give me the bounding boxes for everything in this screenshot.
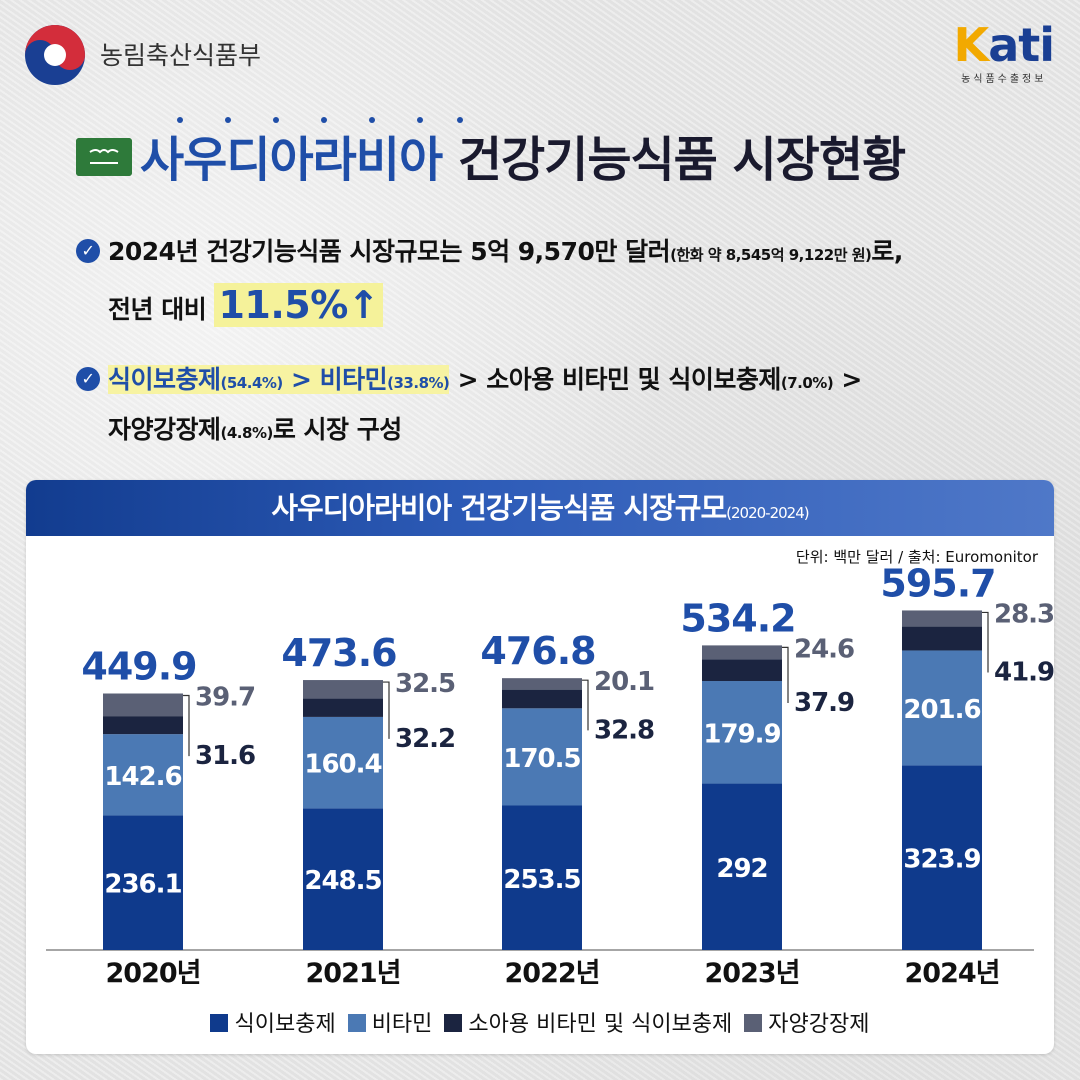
label-leader-line: [383, 681, 390, 739]
bar-label-2: 179.9: [703, 719, 780, 749]
legend-item: 비타민: [347, 1006, 433, 1038]
bullet-composition: ✓ 식이보충제(54.4%) > 비타민(33.8%) > 소아용 비타민 및 식…: [76, 360, 862, 396]
bar-label-1: 248.5: [304, 866, 381, 896]
bar-segment-1: [702, 783, 782, 950]
legend-swatch: [210, 1014, 229, 1032]
title-country: 사우디아라비아: [140, 132, 443, 188]
label-leader-line: [982, 611, 989, 673]
bar-segment-2: [502, 708, 582, 806]
bar-label-4: 20.1: [594, 667, 654, 697]
bar-label-1: 323.9: [903, 845, 980, 875]
title-dots-decoration: [177, 117, 463, 123]
bar-segment-2: [902, 650, 982, 766]
x-tick-label: 2021년: [306, 958, 401, 989]
bar-label-2: 160.4: [304, 750, 381, 780]
x-tick-label: 2024년: [905, 958, 1000, 989]
chart-card: 사우디아라비아 건강기능식품 시장규모(2020-2024) 단위: 백만 달러…: [26, 480, 1054, 1054]
bar-label-1: 253.5: [503, 865, 580, 895]
bar-segment-4: [702, 645, 782, 660]
bar-segment-4: [902, 610, 982, 627]
chart-unit-note: 단위: 백만 달러 / 출처: Euromonitor: [795, 548, 1038, 566]
bar-segment-3: [702, 659, 782, 682]
legend-item: 자양강장제: [744, 1006, 870, 1038]
legend-label: 소아용 비타민 및 식이보충제: [468, 1012, 733, 1037]
bar-segment-4: [103, 693, 183, 717]
title-rest: 건강기능식품 시장현황: [457, 132, 906, 188]
bar-label-4: 32.5: [395, 669, 455, 699]
x-tick-label: 2023년: [705, 958, 800, 989]
stacked-bar-chart: 236.1 142.6 39.7 31.6 449.9 2020년 248.5 160.4 32…: [46, 561, 1054, 989]
bullet-growth: 전년 대비 11.5%↑: [108, 283, 384, 327]
bar-segment-2: [702, 681, 782, 784]
bar-total: 595.7: [880, 561, 995, 605]
bar-segment-1: [502, 805, 582, 950]
label-leader-line: [582, 679, 589, 731]
legend-swatch: [744, 1014, 763, 1032]
bar-label-3: 41.9: [994, 657, 1054, 687]
bar-label-4: 24.6: [794, 634, 854, 664]
bar-label-2: 142.6: [104, 762, 181, 792]
bar-label-4: 28.3: [994, 599, 1054, 629]
bar-segment-1: [902, 765, 982, 950]
chart-title: 사우디아라비아 건강기능식품 시장규모(2020-2024): [271, 491, 809, 525]
bar-segment-3: [303, 698, 383, 717]
kati-logo: Kati 농식품수출정보: [953, 18, 1055, 85]
bar-label-2: 201.6: [903, 695, 980, 725]
bar-segment-4: [502, 678, 582, 690]
bar-label-2: 170.5: [503, 744, 580, 774]
bar-total: 476.8: [480, 629, 595, 673]
bar-segment-2: [303, 716, 383, 809]
bar-segment-2: [103, 734, 183, 816]
chart-header: 사우디아라비아 건강기능식품 시장규모(2020-2024): [26, 480, 1054, 536]
bar-label-4: 39.7: [195, 683, 255, 713]
bar-label-1: 236.1: [104, 870, 181, 900]
ministry-emblem-icon: [25, 25, 85, 85]
growth-rate: 11.5%↑: [214, 283, 384, 327]
kati-tagline: 농식품수출정보: [961, 74, 1047, 85]
legend-label: 식이보충제: [234, 1012, 336, 1037]
bar-label-3: 32.2: [395, 724, 455, 754]
bullet-composition-line2: 자양강장제(4.8%)로 시장 구성: [108, 415, 402, 444]
bullet-market-size: ✓ 2024년 건강기능식품 시장규모는 5억 9,570만 달러(한화 약 8,…: [76, 232, 903, 268]
legend-item: 식이보충제: [210, 1006, 336, 1038]
ministry-name: 농림축산식품부: [100, 41, 262, 70]
bar-segment-1: [103, 815, 183, 950]
legend-item: 소아용 비타민 및 식이보충제: [444, 1006, 732, 1038]
bar-label-3: 37.9: [794, 688, 854, 718]
check-icon: ✓: [76, 239, 100, 263]
bar-segment-3: [902, 626, 982, 651]
legend-label: 비타민: [371, 1012, 433, 1037]
legend-label: 자양강장제: [768, 1012, 870, 1037]
bar-segment-1: [303, 808, 383, 950]
page-title: 사우디아라비아 건강기능식품 시장현황: [140, 120, 906, 190]
kati-wordmark: Kati: [953, 18, 1055, 72]
x-tick-label: 2020년: [106, 958, 201, 989]
saudi-flag-icon: [76, 138, 132, 176]
bar-label-1: 292: [716, 854, 767, 884]
bar-segment-4: [303, 680, 383, 699]
bar-segment-3: [103, 716, 183, 735]
label-leader-line: [782, 646, 789, 704]
bar-segment-3: [502, 689, 582, 709]
x-tick-label: 2022년: [505, 958, 600, 989]
bar-label-3: 31.6: [195, 741, 255, 771]
legend-swatch: [347, 1014, 366, 1032]
bar-total: 473.6: [281, 631, 396, 675]
check-icon: ✓: [76, 367, 100, 391]
bar-label-3: 32.8: [594, 715, 654, 745]
bar-total: 534.2: [680, 596, 795, 640]
bar-total: 449.9: [81, 645, 196, 689]
legend-swatch: [444, 1014, 463, 1032]
label-leader-line: [183, 694, 190, 757]
chart-legend: 식이보충제 비타민 소아용 비타민 및 식이보충제 자양강장제: [26, 1006, 1054, 1038]
